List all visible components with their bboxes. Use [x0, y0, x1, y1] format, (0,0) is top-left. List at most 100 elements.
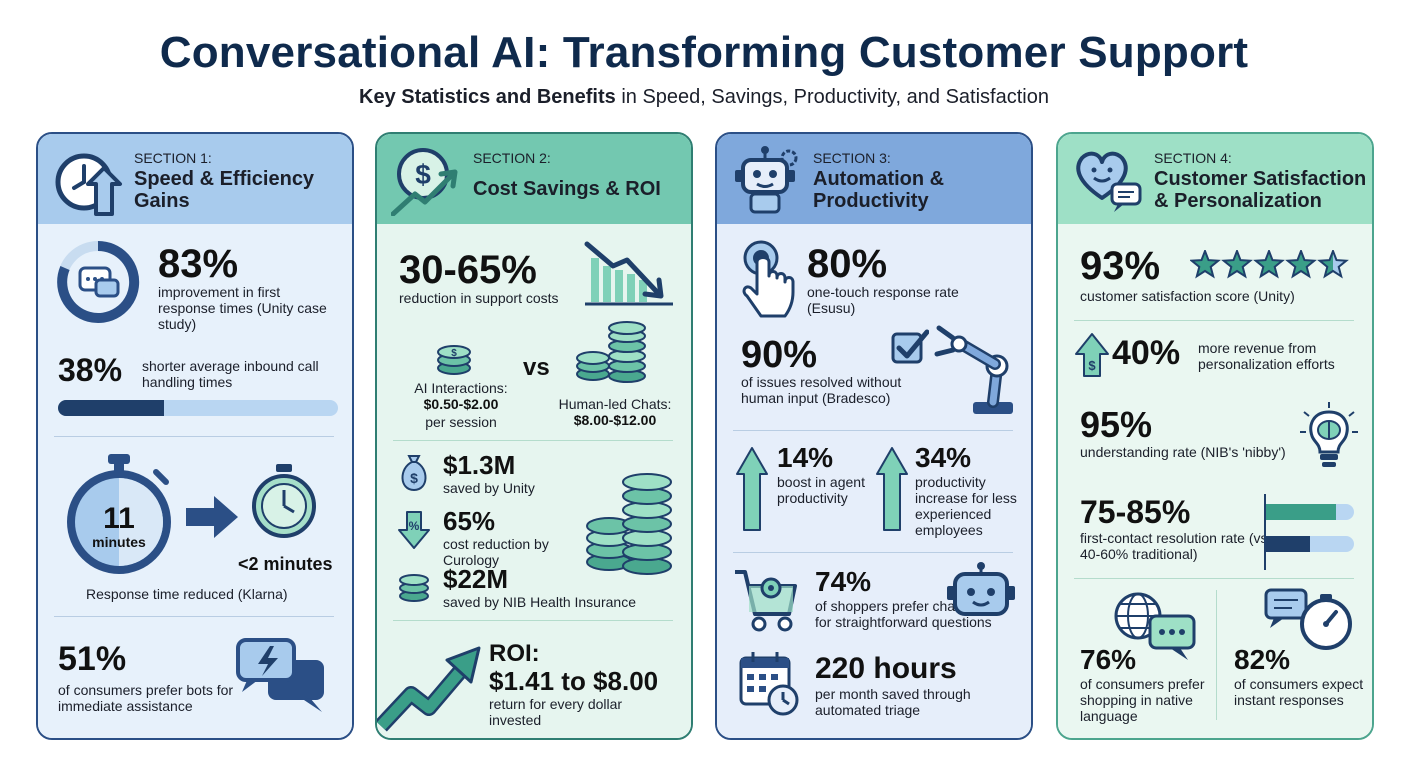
stat-value: 38%	[58, 352, 123, 388]
vs-label: vs	[523, 354, 550, 381]
stat-desc: boost in agent productivity	[777, 474, 865, 506]
star-icon	[1190, 250, 1221, 279]
svg-text:$: $	[451, 348, 457, 359]
ai-cost-value: $0.50-$2.00	[423, 396, 499, 412]
stat-desc: of consumers expect instant responses	[1234, 676, 1364, 708]
stat-desc: of consumers prefer bots for immediate a…	[58, 682, 234, 714]
coin-stack-icon	[583, 470, 675, 578]
ai-cost-label: AI Interactions:	[414, 380, 508, 396]
cart-gear-icon	[733, 564, 799, 634]
clock-arrow-icon	[52, 144, 124, 216]
dollar-growth-icon: $	[391, 144, 463, 216]
section-header: $ SECTION 2: Cost Savings & ROI	[377, 134, 691, 224]
timer-after: <2 minutes	[238, 554, 333, 574]
stat-value: 14%	[777, 442, 834, 473]
human-cost-label: Human-led Chats:	[558, 396, 672, 412]
section-title: Speed & Efficiency Gains	[134, 168, 315, 212]
section-speed-card: SECTION 1: Speed & Efficiency Gains 83% …	[36, 132, 354, 740]
section-satisfaction-card: SECTION 4: Customer Satisfaction & Perso…	[1056, 132, 1374, 740]
stat-value: $1.3M	[443, 450, 516, 480]
percent-down-icon: %	[397, 510, 431, 550]
growth-arrow-icon	[377, 632, 487, 738]
stat-desc: saved by NIB Health Insurance	[443, 594, 636, 610]
section-cost-card: $ SECTION 2: Cost Savings & ROI 30-65% r…	[375, 132, 693, 740]
roi-desc: return for every dollar invested	[489, 696, 623, 728]
stat-value: 30-65%	[399, 248, 537, 292]
coin-stack-icon	[397, 568, 431, 604]
section-kicker: SECTION 3:	[813, 150, 891, 166]
svg-text:$: $	[410, 470, 418, 486]
bar-axis	[1264, 494, 1266, 570]
svg-text:%: %	[409, 519, 420, 533]
progress-bar	[58, 400, 338, 416]
up-arrow-icon	[875, 444, 909, 532]
star-icon	[1221, 250, 1253, 279]
stat-value: 95%	[1080, 404, 1153, 445]
stat-value: 74%	[815, 566, 872, 597]
stat-value: 65%	[443, 506, 496, 536]
stopwatch-icon	[56, 452, 182, 578]
stat-value: 76%	[1080, 644, 1137, 675]
stat-value: 34%	[915, 442, 972, 473]
stat-desc: saved by Unity	[443, 480, 535, 496]
timer-unit: minutes	[92, 534, 146, 550]
section-header: SECTION 3: Automation & Productivity	[717, 134, 1031, 224]
coin-stack-icon: $	[435, 342, 473, 376]
brain-bulb-icon	[1298, 400, 1360, 470]
section-title: Cost Savings & ROI	[473, 178, 661, 200]
svg-text:$: $	[415, 159, 431, 190]
star-icon	[1285, 250, 1317, 279]
calendar-clock-icon	[737, 648, 801, 720]
roi-value: $1.41 to $8.00	[489, 666, 659, 696]
stat-value: 82%	[1234, 644, 1291, 675]
stat-value: 90%	[741, 334, 818, 376]
chat-stopwatch-icon	[1264, 586, 1354, 652]
column-divider	[1216, 590, 1217, 720]
stat-value: 80%	[807, 242, 888, 286]
page-subtitle: Key Statistics and Benefits in Speed, Sa…	[359, 86, 1049, 108]
heart-chat-icon	[1072, 144, 1144, 216]
stat-desc: of consumers prefer shopping in native l…	[1080, 676, 1205, 724]
globe-chat-icon	[1112, 590, 1198, 662]
svg-text:$: $	[1088, 358, 1096, 373]
roi-label: ROI:	[489, 640, 540, 667]
stat-value: $22M	[443, 564, 509, 594]
timer-number: 11	[103, 502, 135, 535]
stat-value: 83%	[158, 242, 239, 286]
stat-desc: improvement in first response times (Uni…	[158, 284, 327, 332]
stat-desc: one-touch response rate (Esusu)	[807, 284, 959, 316]
stat-desc: of shoppers prefer chatbots for straight…	[815, 598, 992, 630]
stat-value: 40%	[1112, 334, 1181, 372]
money-bag-icon: $	[397, 452, 431, 492]
section-title: Automation & Productivity	[813, 168, 945, 212]
stat-desc: customer satisfaction score (Unity)	[1080, 288, 1295, 304]
coin-stack-icon	[573, 320, 653, 386]
traditional-resolution-bar	[1266, 536, 1354, 552]
checkbox-icon	[891, 328, 929, 364]
stopwatch-icon	[248, 462, 320, 540]
stat-desc: more revenue from personalization effort…	[1198, 340, 1335, 372]
robot-icon	[731, 144, 803, 216]
stat-desc: productivity increase for less experienc…	[915, 474, 1017, 538]
decline-chart-icon	[583, 240, 675, 306]
star-icon	[1253, 250, 1285, 279]
section-header: SECTION 1: Speed & Efficiency Gains	[38, 134, 352, 224]
stat-value: 93%	[1080, 244, 1161, 288]
section-header: SECTION 4: Customer Satisfaction & Perso…	[1058, 134, 1372, 224]
stat-desc: reduction in support costs	[399, 290, 559, 306]
chat-bubble-icon	[56, 240, 140, 324]
lightning-chat-icon	[234, 636, 330, 716]
stat-desc: of issues resolved without human input (…	[741, 374, 902, 406]
stat-value: 51%	[58, 640, 127, 678]
section-title: Customer Satisfaction & Personalization	[1154, 168, 1367, 212]
star-icon	[1317, 250, 1349, 279]
stat-value: 220 hours	[815, 652, 957, 685]
human-cost-value: $8.00-$12.00	[573, 412, 657, 428]
section-kicker: SECTION 2:	[473, 150, 551, 166]
robot-icon	[945, 562, 1017, 620]
arrow-right-icon	[184, 492, 240, 542]
touch-icon	[739, 238, 799, 324]
stat-desc: shorter average inbound call handling ti…	[142, 358, 319, 390]
revenue-up-icon: $	[1074, 332, 1110, 378]
section-kicker: SECTION 1:	[134, 150, 212, 166]
